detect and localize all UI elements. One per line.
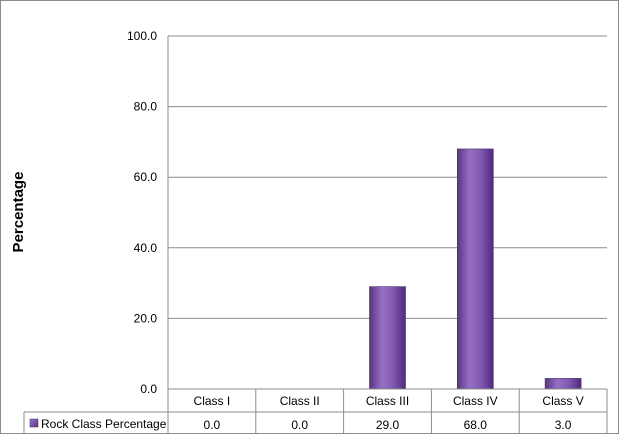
x-tick-label: Class III [366, 394, 409, 408]
data-table-value: 68.0 [464, 418, 488, 432]
legend-label: Rock Class Percentage [41, 417, 167, 431]
data-table-value: 0.0 [291, 418, 308, 432]
data-table: Class I Class II Class III Class IV Class V R… [23, 388, 608, 434]
x-tick-label: Class V [542, 394, 583, 408]
y-axis-title: Percentage [10, 172, 27, 253]
data-table-value: 0.0 [204, 418, 221, 432]
x-tick-label: Class I [194, 394, 231, 408]
bar [456, 148, 494, 390]
x-tick-label: Class IV [453, 394, 498, 408]
bar [544, 378, 582, 390]
y-tick-label: 40.0 [134, 241, 158, 255]
y-tick-labels: 0.0 20.0 40.0 60.0 80.0 100.0 [127, 29, 157, 396]
data-table-value: 29.0 [376, 418, 400, 432]
y-tick-label: 20.0 [134, 311, 158, 325]
x-tick-label: Class II [280, 394, 320, 408]
y-tick-label: 60.0 [134, 170, 158, 184]
y-tick-label: 80.0 [134, 100, 158, 114]
bar [369, 286, 406, 390]
y-tick-label: 0.0 [140, 382, 157, 396]
legend-swatch [29, 418, 39, 428]
bars [369, 148, 582, 390]
data-table-value: 3.0 [555, 418, 572, 432]
y-tick-label: 100.0 [127, 29, 157, 43]
